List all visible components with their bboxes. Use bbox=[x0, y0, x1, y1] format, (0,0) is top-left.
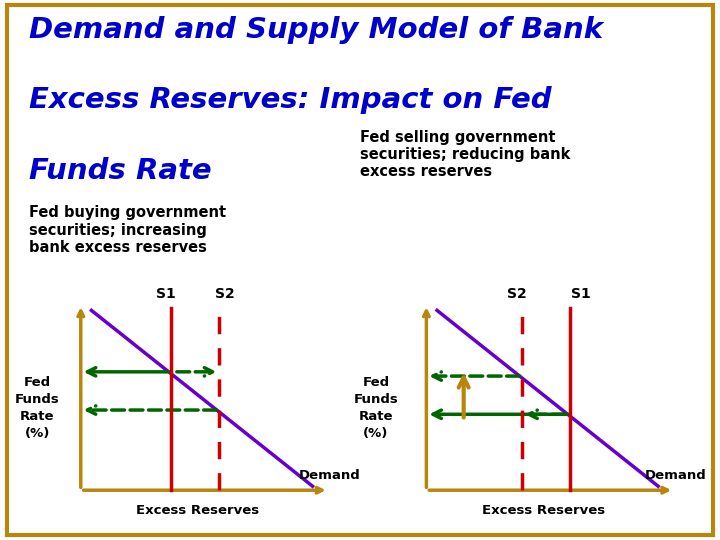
Text: Fed
Funds
Rate
(%): Fed Funds Rate (%) bbox=[15, 376, 60, 440]
Text: Excess Reserves: Excess Reserves bbox=[136, 504, 260, 517]
Text: Demand and Supply Model of Bank: Demand and Supply Model of Bank bbox=[29, 16, 603, 44]
Text: Fed
Funds
Rate
(%): Fed Funds Rate (%) bbox=[354, 376, 398, 440]
Text: Demand: Demand bbox=[645, 469, 706, 482]
Text: Fed selling government
securities; reducing bank
excess reserves: Fed selling government securities; reduc… bbox=[360, 130, 570, 179]
Text: Fed buying government
securities; increasing
bank excess reserves: Fed buying government securities; increa… bbox=[29, 205, 226, 255]
Text: S2: S2 bbox=[215, 287, 235, 301]
Text: S2: S2 bbox=[507, 287, 527, 301]
Text: Demand: Demand bbox=[300, 469, 361, 482]
Text: S1: S1 bbox=[571, 287, 591, 301]
Text: Excess Reserves: Impact on Fed: Excess Reserves: Impact on Fed bbox=[29, 86, 552, 114]
Text: Excess Reserves: Excess Reserves bbox=[482, 504, 606, 517]
Text: S1: S1 bbox=[156, 287, 176, 301]
Text: Funds Rate: Funds Rate bbox=[29, 157, 212, 185]
